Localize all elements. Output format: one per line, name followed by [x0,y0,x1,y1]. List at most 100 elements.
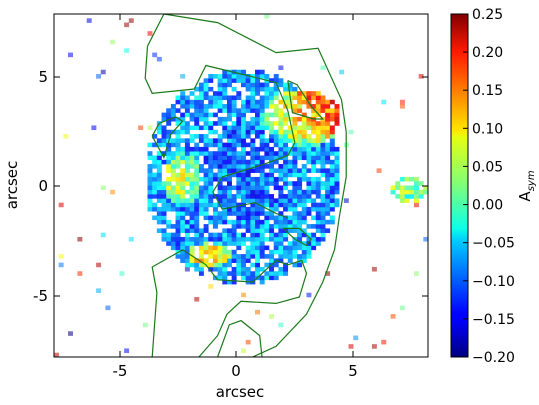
map-pixel [255,262,260,268]
map-pixel [404,176,410,182]
map-pixel [273,108,279,113]
map-pixel [278,189,284,195]
map-pixel [194,185,200,191]
map-pixel [208,104,214,109]
map-pixel [301,134,307,139]
map-pixel [297,146,303,152]
map-pixel [236,266,242,272]
map-pixel [189,262,195,268]
map-pixel [245,185,251,191]
map-pixel [269,198,275,203]
map-pixel [255,108,260,113]
map-pixel [320,164,326,169]
map-pixel [217,151,223,156]
map-pixel [245,151,251,156]
map-pixel [180,241,186,246]
map-pixel [166,185,172,191]
map-pixel [166,164,172,169]
map-pixel [325,172,331,178]
map-pixel [241,198,246,203]
map-pixel [208,125,214,131]
map-pixel [301,129,307,135]
map-pixel [413,181,419,186]
map-pixel [269,112,275,118]
map-pixel [156,228,162,233]
map-pixel [241,172,246,178]
map-pixel [278,121,284,126]
map-pixel [273,82,279,88]
map-pixel [217,155,223,161]
map-pixel [287,258,293,263]
map-pixel [161,185,167,191]
map-pixel [250,168,256,173]
map-pixel [236,194,242,199]
map-pixel [184,176,190,182]
map-pixel [325,129,331,135]
map-pixel [231,211,237,216]
map-pixel [175,236,181,242]
map-pixel [194,181,200,186]
map-pixel [297,151,303,156]
map-pixel [208,198,214,203]
map-pixel [259,112,265,118]
map-pixel [250,185,256,191]
map-pixel [390,185,396,191]
map-pixel [269,275,275,281]
map-pixel [306,155,312,161]
map-pixel [184,104,190,109]
map-pixel [273,86,279,92]
map-pixel [255,232,260,238]
map-pixel [269,95,275,101]
map-pixel [250,104,256,109]
map-pixel [231,112,237,118]
map-pixel [283,146,289,152]
map-pixel [250,189,256,195]
map-pixel [311,91,317,96]
map-pixel [217,245,223,251]
map-pixel [292,172,298,178]
map-pixel [194,151,200,156]
map-pixel [184,211,190,216]
map-pixel [208,155,214,161]
map-pixel [259,279,265,285]
map-pixel [241,275,246,281]
map-pixel [236,185,242,191]
map-pixel [287,168,293,173]
map-pixel [301,228,307,233]
map-pixel [226,228,232,233]
map-pixel [250,86,256,92]
map-pixel [222,211,228,216]
map-pixel [222,134,228,139]
map-pixel [166,155,172,161]
map-pixel [236,112,242,118]
map-pixel [297,168,303,173]
map-pixel [315,99,321,105]
map-pixel [189,202,195,208]
map-pixel [226,202,232,208]
map-pixel [203,249,209,255]
map-pixel [54,352,59,357]
map-pixel [283,266,289,272]
map-pixel [418,181,424,186]
map-pixel [306,241,312,246]
map-pixel [269,78,275,83]
map-pixel [222,275,228,281]
map-pixel [297,189,303,195]
map-pixel [184,206,190,212]
map-pixel [208,86,214,92]
map-pixel [297,211,303,216]
map-pixel [189,146,195,152]
map-pixel [147,31,153,36]
map-pixel [259,254,265,259]
map-pixel [245,172,251,178]
map-pixel [292,189,298,195]
map-pixel [287,86,293,92]
map-pixel [311,138,317,143]
contour-line [217,319,263,357]
map-pixel [175,129,181,135]
map-pixel [273,271,279,276]
map-pixel [278,236,284,242]
map-pixel [264,189,270,195]
map-pixel [273,159,279,165]
map-pixel [222,116,228,122]
